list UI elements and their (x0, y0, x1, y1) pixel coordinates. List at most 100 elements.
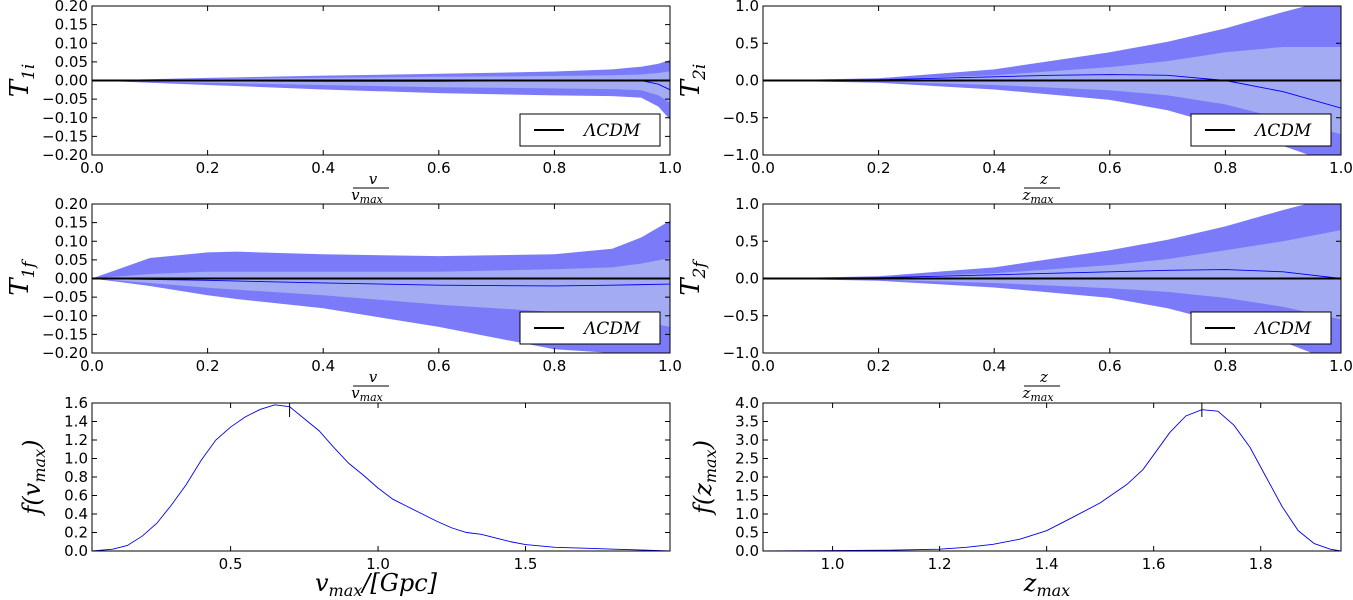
plot-area (763, 409, 1341, 551)
y-tick-label: 1.0 (735, 0, 759, 15)
x-tick-label: 0.4 (311, 159, 335, 177)
chart-panel-T2i: 0.0 0.2 0.4 0.6 0.8 1.0 −1.0 −0.5 0.0 0.5 1.0 T2i zz… (676, 0, 1353, 206)
y-axis-label: f(zmax) (689, 440, 720, 516)
legend-label: ΛCDM (582, 121, 641, 141)
band-68-percent (92, 71, 670, 103)
x-tick-label: 0.8 (542, 159, 566, 177)
y-axis-label: T1i (5, 64, 39, 98)
x-tick-label: 1.0 (366, 555, 390, 573)
legend-label: ΛCDM (1253, 121, 1312, 141)
band-95-percent (92, 60, 670, 120)
x-tick-label: 1.6 (1142, 555, 1166, 573)
pdf-curve (763, 409, 1341, 551)
y-axis-label: T1f (5, 259, 39, 296)
band-68-percent (92, 258, 670, 327)
axes-frame (91, 402, 671, 552)
chart-panel-T1f: 0.0 0.2 0.4 0.6 0.8 1.0−0.20−0.15−0.10−0.050.… (5, 195, 682, 404)
x-tick-label: 1.0 (658, 159, 682, 177)
x-tick-label: 0.6 (427, 357, 451, 375)
y-tick-label: −0.05 (42, 90, 88, 108)
y-tick-label: 1.6 (64, 394, 88, 412)
plot-area (92, 404, 670, 551)
y-tick-label: 2.5 (735, 450, 759, 468)
y-tick-label: −0.15 (42, 325, 88, 343)
y-tick-label: 1.0 (735, 195, 759, 213)
y-tick-label: 0.05 (55, 53, 88, 71)
y-tick-label: −0.20 (42, 146, 88, 164)
y-tick-label: 0.10 (55, 34, 88, 52)
y-tick-label: 1.2 (64, 431, 88, 449)
x-axis-label: zmax (1023, 569, 1070, 600)
y-axis-label: f(vmax) (18, 440, 49, 517)
x-axis-label-numerator: z (1039, 368, 1048, 386)
y-tick-label: 0.0 (735, 270, 759, 288)
y-tick-label: −1.0 (723, 344, 759, 362)
x-axis-label-numerator: z (1039, 170, 1048, 188)
y-tick-label: 0.20 (55, 195, 88, 213)
x-axis-label-denominator: vmax (351, 384, 383, 404)
y-tick-label: 2.0 (735, 468, 759, 486)
y-tick-label: −0.10 (42, 307, 88, 325)
y-tick-label: −0.15 (42, 127, 88, 145)
y-tick-label: 0.8 (64, 468, 88, 486)
x-tick-label: 0.6 (1098, 159, 1122, 177)
x-tick-label: 0.4 (982, 357, 1006, 375)
mean-reconstruction-line (763, 74, 1341, 109)
y-tick-label: 0.5 (735, 232, 759, 250)
x-tick-label: 0.5 (219, 555, 243, 573)
y-tick-label: −0.5 (723, 307, 759, 325)
legend-label: ΛCDM (582, 319, 641, 339)
x-tick-label: 1.5 (514, 555, 538, 573)
y-tick-label: 0.05 (55, 251, 88, 269)
y-tick-label: −0.10 (42, 109, 88, 127)
x-tick-label: 0.0 (80, 159, 104, 177)
band-68-percent (763, 230, 1341, 320)
chart-panel-f_zmax: 1.0 1.2 1.4 1.6 1.80.00.51.01.52.02.53.03.54… (689, 394, 1342, 600)
y-axis-label: T2i (676, 64, 710, 98)
axes-frame (762, 402, 1342, 552)
x-tick-label: 1.2 (928, 555, 952, 573)
y-tick-label: 0.10 (55, 232, 88, 250)
band-68-percent (763, 46, 1341, 135)
x-tick-label: 1.0 (821, 555, 845, 573)
y-tick-label: 0.00 (55, 72, 88, 90)
chart-panel-f_vmax: 0.5 1.0 1.50.00.20.40.60.81.01.21.41.6f(vm… (18, 394, 671, 600)
x-tick-label: 0.8 (542, 357, 566, 375)
y-tick-label: 0.15 (55, 16, 88, 34)
y-tick-label: −0.05 (42, 288, 88, 306)
x-tick-label: 0.2 (196, 159, 220, 177)
y-tick-label: 4.0 (735, 394, 759, 412)
mean-reconstruction-line (763, 269, 1341, 279)
x-tick-label: 0.6 (1098, 357, 1122, 375)
y-tick-label: 0.00 (55, 270, 88, 288)
x-tick-label: 0.2 (867, 357, 891, 375)
y-tick-label: −0.20 (42, 344, 88, 362)
y-axis-label: T2f (676, 259, 710, 296)
chart-panel-T1i: 0.0 0.2 0.4 0.6 0.8 1.0−0.20−0.15−0.10−0.050.… (5, 0, 682, 206)
x-tick-label: 0.8 (1213, 159, 1237, 177)
legend-label: ΛCDM (1253, 319, 1312, 339)
y-tick-label: 0.2 (64, 524, 88, 542)
y-tick-label: 0.0 (64, 542, 88, 560)
chart-panel-T2f: 0.0 0.2 0.4 0.6 0.8 1.0 −1.0 −0.5 0.0 0.5 1.0 T2f zz… (676, 195, 1353, 404)
x-tick-label: 1.8 (1249, 555, 1273, 573)
x-tick-label: 0.6 (427, 159, 451, 177)
x-tick-label: 0.0 (751, 357, 775, 375)
y-tick-label: 0.6 (64, 487, 88, 505)
mean-reconstruction-line (92, 278, 670, 287)
x-axis-label-numerator: v (369, 170, 378, 188)
x-tick-label: 0.2 (867, 159, 891, 177)
x-axis-label-denominator: vmax (351, 186, 383, 206)
x-axis-label-denominator: zmax (1021, 186, 1054, 206)
pdf-curve (92, 404, 670, 551)
plot-area (92, 60, 670, 120)
x-tick-label: 1.0 (1329, 357, 1353, 375)
x-tick-label: 1.0 (1329, 159, 1353, 177)
y-tick-label: 1.0 (735, 505, 759, 523)
x-tick-label: 0.0 (751, 159, 775, 177)
x-axis-label-numerator: v (369, 368, 378, 386)
y-tick-label: 0.5 (735, 34, 759, 52)
x-axis-label-denominator: zmax (1021, 384, 1054, 404)
y-tick-label: −1.0 (723, 146, 759, 164)
y-tick-label: 1.5 (735, 487, 759, 505)
